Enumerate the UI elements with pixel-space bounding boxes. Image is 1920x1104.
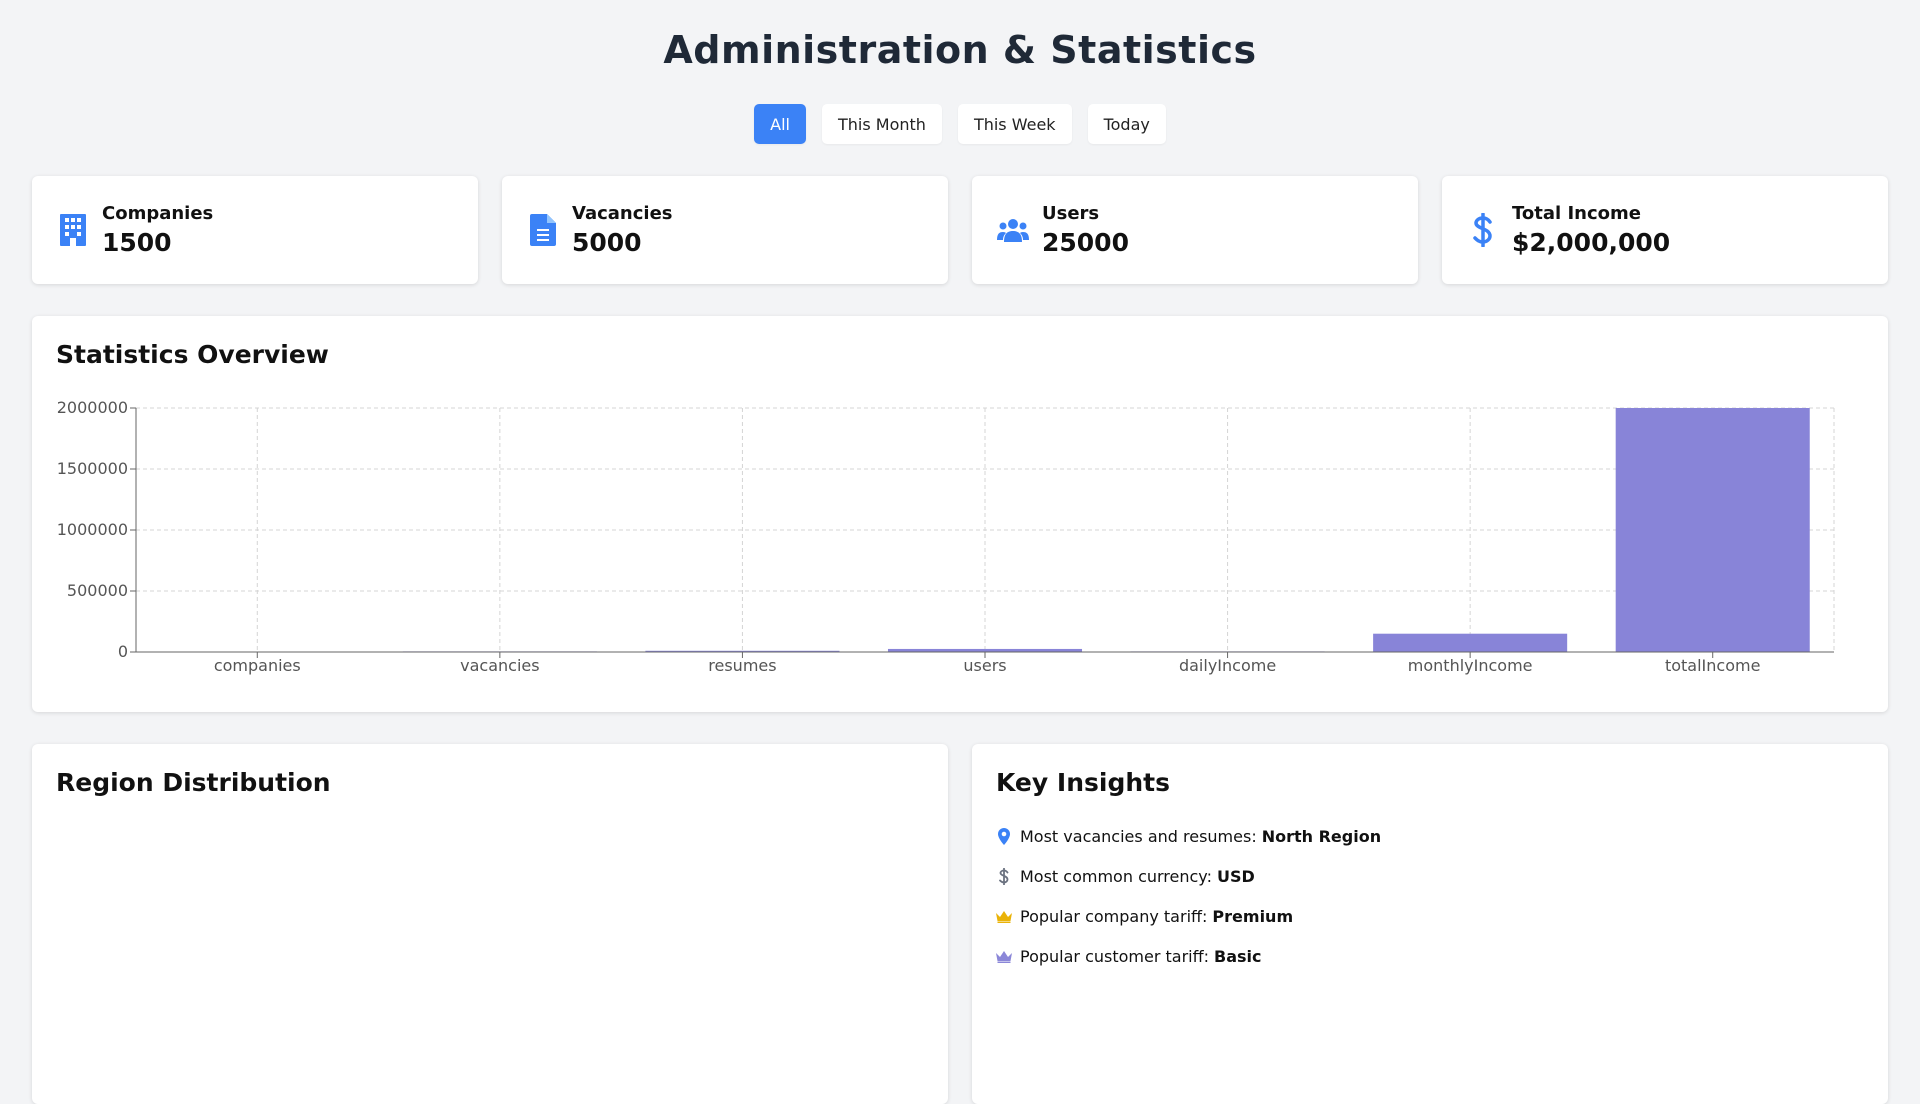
- card-label: Users: [1042, 203, 1129, 224]
- key-insights-panel: Key Insights Most vacancies and resumes:…: [972, 744, 1888, 1104]
- insight-currency: Most common currency: USD: [996, 856, 1381, 896]
- y-tick-label: 2000000: [57, 398, 128, 417]
- x-tick-label: users: [963, 656, 1006, 675]
- insights-list: Most vacancies and resumes: North Region…: [996, 816, 1381, 976]
- insight-value: Premium: [1212, 907, 1293, 926]
- insight-value: Basic: [1214, 947, 1261, 966]
- insight-region: Most vacancies and resumes: North Region: [996, 816, 1381, 856]
- building-icon: [56, 213, 90, 247]
- insight-text: Most vacancies and resumes:: [1020, 827, 1257, 846]
- y-tick-label: 1500000: [57, 459, 128, 478]
- panel-title: Key Insights: [996, 768, 1170, 797]
- region-distribution-panel: Region Distribution: [32, 744, 948, 1104]
- dollar-icon: [996, 867, 1012, 885]
- companies-card: Companies 1500: [32, 176, 478, 284]
- insight-customer-tariff: Popular customer tariff: Basic: [996, 936, 1381, 976]
- card-value: 5000: [572, 228, 673, 257]
- map-pin-icon: [996, 827, 1012, 845]
- panel-title: Region Distribution: [56, 768, 331, 797]
- insight-text: Most common currency:: [1020, 867, 1212, 886]
- insight-value: USD: [1217, 867, 1255, 886]
- dollar-icon: [1466, 213, 1500, 247]
- x-tick-label: dailyIncome: [1179, 656, 1276, 675]
- y-tick-label: 0: [118, 642, 128, 661]
- insight-text: Popular customer tariff:: [1020, 947, 1209, 966]
- card-value: $2,000,000: [1512, 228, 1670, 257]
- card-value: 1500: [102, 228, 213, 257]
- x-tick-label: totalIncome: [1665, 656, 1760, 675]
- x-tick-label: vacancies: [460, 656, 539, 675]
- bar-monthlyIncome: [1373, 634, 1567, 652]
- insight-company-tariff: Popular company tariff: Premium: [996, 896, 1381, 936]
- users-icon: [996, 213, 1030, 247]
- summary-cards: Companies 1500 Vacancies 5000: [32, 176, 1888, 284]
- insight-text: Popular company tariff:: [1020, 907, 1207, 926]
- filter-all-button[interactable]: All: [754, 104, 806, 144]
- crown-icon: [996, 907, 1012, 925]
- vacancies-card: Vacancies 5000: [502, 176, 948, 284]
- x-tick-label: companies: [214, 656, 301, 675]
- statistics-bar-chart: 0 500000 1000000 1500000 2000000 companies vac…: [32, 316, 1888, 712]
- x-tick-label: monthlyIncome: [1408, 656, 1533, 675]
- crown-icon: [996, 947, 1012, 965]
- filter-bar: All This Month This Week Today: [0, 104, 1920, 144]
- y-tick-label: 500000: [67, 581, 128, 600]
- card-label: Total Income: [1512, 203, 1670, 224]
- card-value: 25000: [1042, 228, 1129, 257]
- bar-totalIncome: [1616, 408, 1810, 652]
- page-title: Administration & Statistics: [0, 28, 1920, 72]
- users-card: Users 25000: [972, 176, 1418, 284]
- card-label: Vacancies: [572, 203, 673, 224]
- filter-this-week-button[interactable]: This Week: [958, 104, 1072, 144]
- filter-today-button[interactable]: Today: [1088, 104, 1166, 144]
- document-icon: [526, 213, 560, 247]
- insight-value: North Region: [1262, 827, 1381, 846]
- filter-this-month-button[interactable]: This Month: [822, 104, 942, 144]
- card-label: Companies: [102, 203, 213, 224]
- total-income-card: Total Income $2,000,000: [1442, 176, 1888, 284]
- x-tick-label: resumes: [708, 656, 776, 675]
- y-tick-label: 1000000: [57, 520, 128, 539]
